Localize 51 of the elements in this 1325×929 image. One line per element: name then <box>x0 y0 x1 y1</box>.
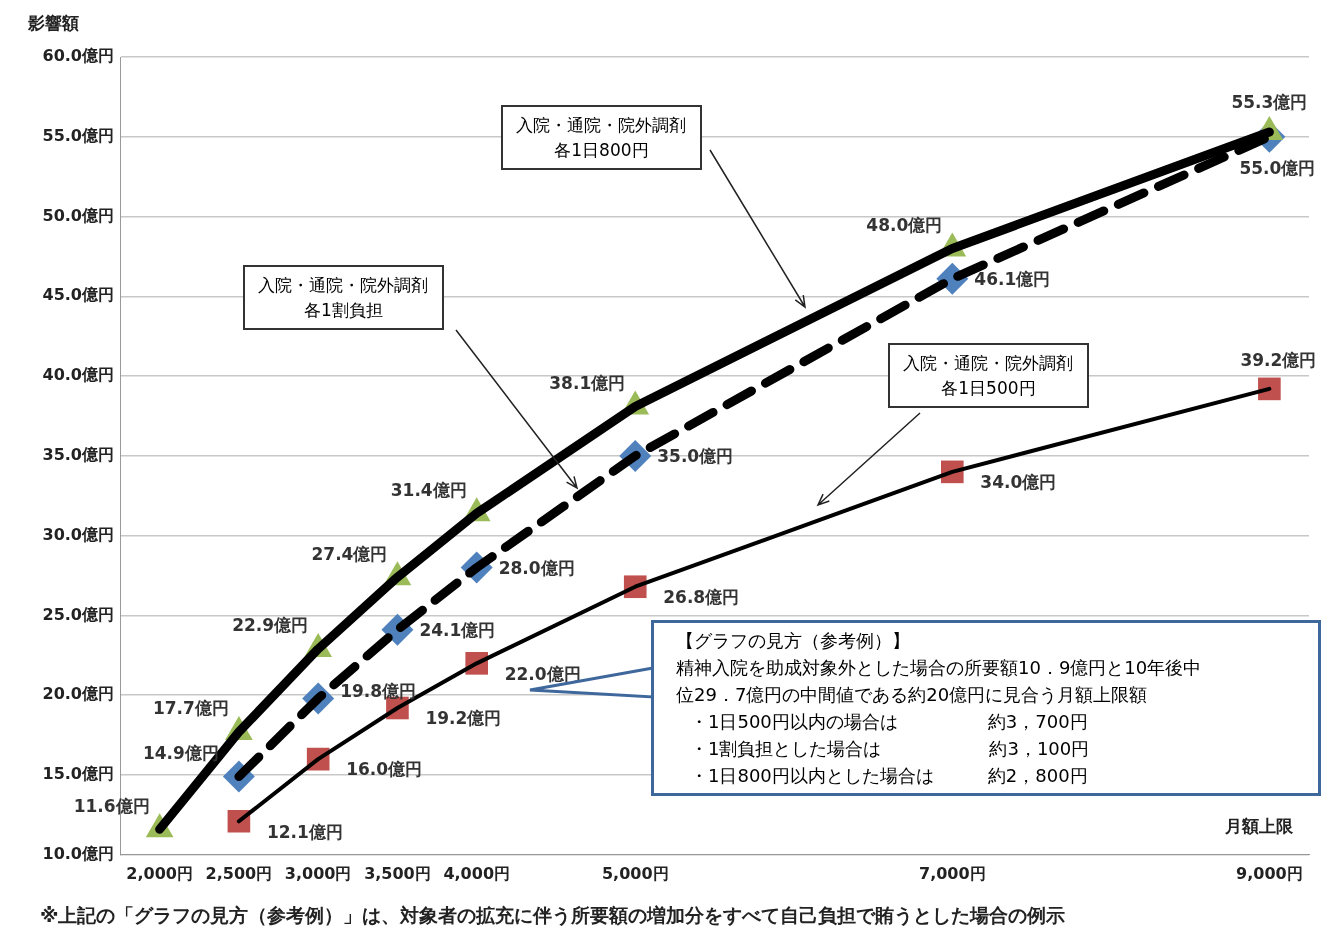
data-label: 55.0億円 <box>1239 158 1316 179</box>
data-label: 11.6億円 <box>73 795 150 816</box>
annotation: 精神入院を助成対象外とした場合の所要額10．9億円と10年後中位29．7億円の中間値である約20億円に見合う月額上限額 <box>676 656 1203 707</box>
data-label: 24.1億円 <box>419 620 496 641</box>
data-label: 19.2億円 <box>425 708 502 729</box>
data-label: 26.8億円 <box>663 587 740 608</box>
y-tick-label: 10.0億円 <box>42 843 114 863</box>
data-label: 27.4億円 <box>311 543 388 564</box>
data-label: 28.0億円 <box>498 558 575 579</box>
data-label: 16.0億円 <box>346 759 423 780</box>
y-tick-label: 50.0億円 <box>42 205 114 225</box>
y-tick-label: 30.0億円 <box>42 524 114 544</box>
data-label: 17.7億円 <box>152 698 229 719</box>
y-tick-label: 15.0億円 <box>42 764 114 784</box>
y-tick-label: 25.0億円 <box>42 604 114 624</box>
annotation: 入院・通院・院外調剤各1日500円 <box>888 343 1089 409</box>
x-tick-label: 5,000円 <box>601 863 669 883</box>
data-label: 12.1億円 <box>266 821 343 842</box>
y-tick-label: 55.0億円 <box>42 125 114 145</box>
data-label: 22.9億円 <box>232 615 309 636</box>
x-axis-title: 月額上限 <box>1225 815 1293 838</box>
y-tick-label: 45.0億円 <box>42 285 114 305</box>
data-label: 48.0億円 <box>866 214 943 235</box>
x-tick-label: 4,000円 <box>443 863 510 883</box>
x-tick-label: 9,000円 <box>1236 863 1303 883</box>
text: ※上記の「グラフの見方（参考例）」は、対象者の拡充に伴う所要額の増加分をすべて自己負担で賄うとした場合の例示 <box>40 903 1066 928</box>
data-label: 46.1億円 <box>974 269 1051 290</box>
y-axis-title: 影響額 <box>28 12 79 35</box>
annotation: ・1日500円以内の場合は 約3，700円 <box>689 710 1089 734</box>
annotation: 入院・通院・院外調剤各1割負担 <box>243 265 444 331</box>
data-label: 34.0億円 <box>980 472 1057 493</box>
data-label: 14.9億円 <box>142 743 219 764</box>
data-label: 31.4億円 <box>390 479 467 500</box>
data-label: 38.1億円 <box>549 372 626 393</box>
data-label: 39.2億円 <box>1240 350 1317 371</box>
y-tick-label: 35.0億円 <box>42 445 114 465</box>
x-tick-label: 2,000円 <box>126 863 193 883</box>
y-tick-label: 20.0億円 <box>42 684 114 704</box>
x-tick-label: 2,500円 <box>205 863 273 883</box>
x-tick-label: 7,000円 <box>919 863 986 883</box>
annotation: ・1割負担とした場合は 約3，100円 <box>689 737 1091 761</box>
data-label: 55.3億円 <box>1231 92 1308 113</box>
x-tick-label: 3,000円 <box>284 863 352 883</box>
annotation: 入院・通院・院外調剤各1日800円 <box>501 105 702 171</box>
x-tick-label: 3,500円 <box>364 863 431 883</box>
y-tick-label: 60.0億円 <box>42 46 114 66</box>
y-tick-label: 40.0億円 <box>42 365 114 385</box>
data-label: 35.0億円 <box>657 446 734 467</box>
annotation: ・1日800円以内とした場合は 約2，800円 <box>689 764 1089 788</box>
annotation: 【グラフの見方（参考例）】 <box>676 629 911 653</box>
data-label: 19.8億円 <box>340 680 417 701</box>
